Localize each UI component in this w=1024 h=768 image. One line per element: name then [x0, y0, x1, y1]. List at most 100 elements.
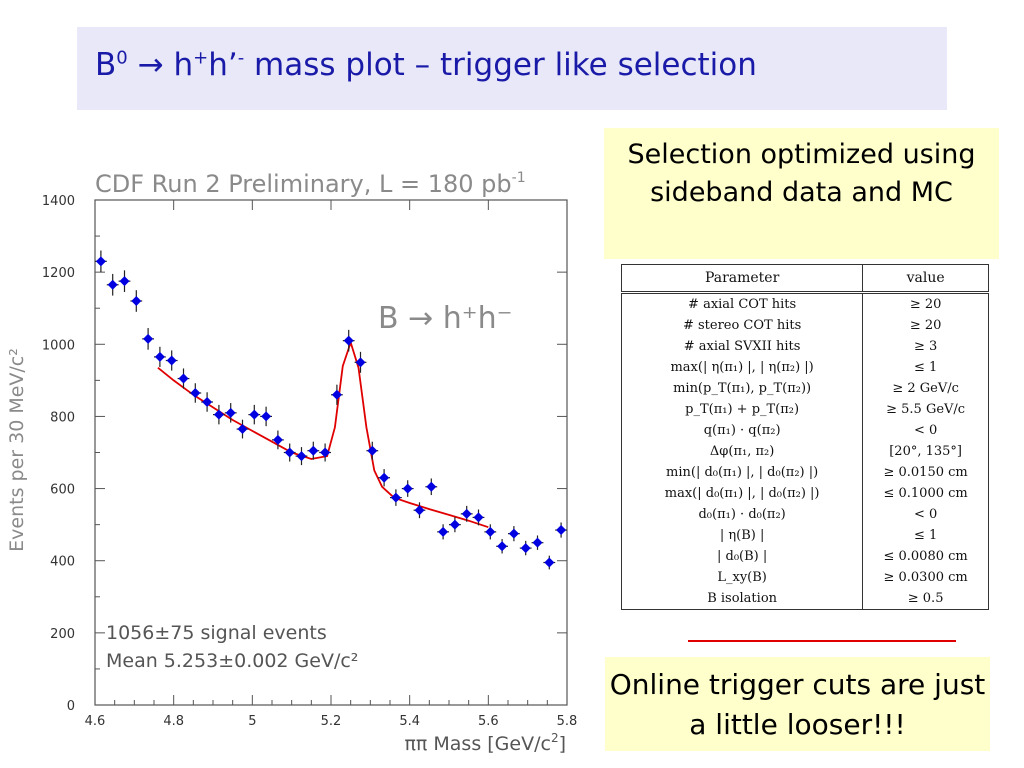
data-point	[401, 480, 414, 497]
y-tick-label: 1200	[42, 266, 75, 281]
point-marker	[485, 526, 496, 537]
point-marker	[237, 424, 248, 435]
value-cell: ≥ 3	[862, 336, 989, 357]
point-marker	[544, 557, 555, 568]
title-h1: h	[173, 47, 194, 83]
point-marker	[438, 526, 449, 537]
point-marker	[119, 276, 130, 287]
value-cell: ≤ 0.0080 cm	[862, 546, 989, 567]
value-cell: < 0	[862, 420, 989, 441]
param-cell: B isolation	[620, 588, 864, 610]
plot-axes: 0 200 400 600 800 1000 1200 1400 4.6 4.8 5 5.2 5.4 5.…	[42, 194, 577, 729]
data-point	[508, 526, 520, 542]
point-marker	[178, 373, 189, 384]
value-cell: ≥ 5.5 GeV/c	[862, 399, 989, 420]
point-marker	[343, 335, 354, 346]
data-point	[189, 383, 202, 403]
data-point	[201, 392, 213, 412]
point-marker	[284, 447, 295, 458]
param-cell: p_T(π₁) + p_T(π₂)	[620, 399, 864, 420]
x-axis-label-main: ππ Mass [GeV/c	[404, 733, 550, 755]
data-point	[118, 270, 131, 292]
data-point	[519, 540, 532, 556]
data-point	[307, 441, 320, 460]
data-point	[319, 443, 331, 462]
cuts-table: Parameter value # axial COT hits ≥ 20 # st…	[620, 264, 989, 610]
fit-curve-layer	[157, 339, 489, 529]
selection-callout: Selection optimized using sideband data …	[604, 128, 999, 259]
x-tick-label: 5.2	[321, 714, 342, 729]
value-cell: ≥ 20	[862, 315, 989, 336]
param-cell: max(| d₀(π₁) |, | d₀(π₂) |)	[620, 483, 864, 504]
data-point	[165, 350, 178, 371]
data-point	[177, 368, 190, 389]
x-tick-label: 5.6	[478, 714, 499, 729]
point-marker	[131, 296, 142, 306]
value-cell: ≥ 0.0150 cm	[862, 462, 989, 483]
data-point	[543, 555, 556, 570]
point-marker	[166, 355, 177, 366]
title-h2: h’	[208, 47, 238, 83]
y-tick-label: 200	[50, 627, 75, 642]
point-marker	[249, 409, 260, 420]
plot-title-main: CDF Run 2 Preliminary, L = 180 pb	[95, 170, 512, 198]
table-row: # stereo COT hits ≥ 20	[620, 315, 989, 336]
x-axis-label-sup: 2	[551, 731, 559, 745]
title-b: B	[95, 47, 117, 83]
y-tick-label: 400	[50, 555, 75, 570]
point-marker	[473, 512, 484, 523]
table-row: B isolation ≥ 0.5	[620, 588, 989, 610]
y-tick-label: 1400	[42, 194, 75, 209]
point-marker	[225, 407, 236, 418]
data-point	[449, 517, 461, 533]
title-bar: B0 → h+h’- mass plot – trigger like sele…	[77, 27, 947, 110]
param-cell: Δφ(π₁, π₂)	[620, 441, 864, 462]
value-cell: ≥ 20	[862, 292, 989, 315]
fit-curve	[157, 339, 489, 529]
data-points-layer	[95, 250, 567, 570]
data-point	[331, 384, 343, 405]
y-tick-label: 600	[50, 483, 75, 498]
title-h2-sup: -	[237, 47, 245, 69]
param-cell: q(π₁) · q(π₂)	[620, 420, 864, 441]
point-marker	[390, 492, 401, 503]
data-point	[236, 419, 249, 439]
plot-title-sup: -1	[512, 170, 526, 186]
value-cell: ≤ 1	[862, 525, 989, 546]
data-point	[295, 447, 308, 466]
point-marker	[520, 543, 531, 554]
point-marker	[261, 411, 272, 422]
x-axis-label: ππ Mass [GeV/c2]	[404, 731, 566, 755]
data-point	[154, 346, 166, 368]
point-marker	[296, 451, 307, 462]
data-point	[283, 443, 296, 462]
data-point	[484, 524, 497, 540]
table-row: p_T(π₁) + p_T(π₂) ≥ 5.5 GeV/c	[620, 399, 989, 420]
data-point	[531, 535, 544, 550]
value-cell: < 0	[862, 504, 989, 525]
table-row: L_xy(B) ≥ 0.0300 cm	[620, 567, 989, 588]
y-axis-label: Events per 30 MeV/c²	[6, 348, 28, 552]
param-cell: min(p_T(π₁), p_T(π₂))	[620, 378, 864, 399]
y-tick-label: 0	[67, 699, 75, 714]
title-arrow: →	[137, 47, 164, 83]
table-header-row: Parameter value	[620, 264, 989, 294]
x-axis-label-end: ]	[559, 733, 566, 755]
point-marker	[414, 505, 425, 516]
param-cell: L_xy(B)	[620, 567, 864, 588]
point-marker	[556, 525, 567, 536]
table-row: d₀(π₁) · d₀(π₂) < 0	[620, 504, 989, 525]
param-cell: # stereo COT hits	[620, 315, 864, 336]
table-row: min(| d₀(π₁) |, | d₀(π₂) |) ≥ 0.0150 cm	[620, 462, 989, 483]
table-row: max(| d₀(π₁) |, | d₀(π₂) |) ≤ 0.1000 cm	[620, 483, 989, 504]
slide-title: B0 → h+h’- mass plot – trigger like sele…	[95, 47, 757, 83]
table-row: # axial SVXII hits ≥ 3	[620, 336, 989, 357]
title-b-sup: 0	[116, 47, 128, 69]
data-point	[248, 404, 261, 425]
title-h1-sup: +	[193, 47, 209, 69]
value-cell: ≥ 0.0300 cm	[862, 567, 989, 588]
data-point	[413, 502, 426, 519]
table-row: q(π₁) · q(π₂) < 0	[620, 420, 989, 441]
param-cell: | d₀(B) |	[620, 546, 864, 567]
point-marker	[154, 351, 165, 362]
